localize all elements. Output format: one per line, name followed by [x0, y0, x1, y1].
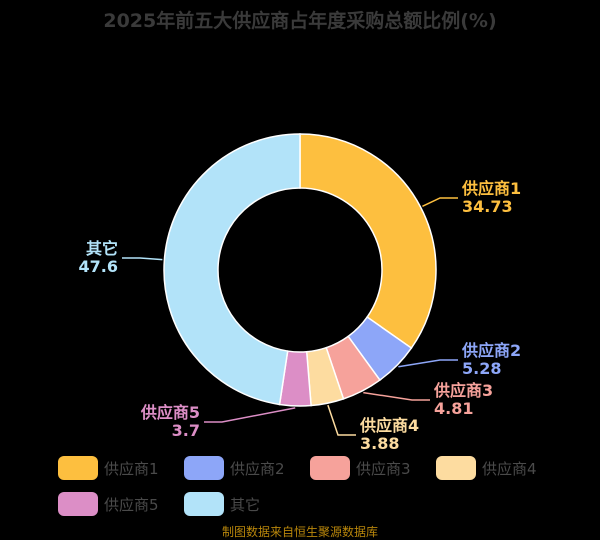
slice-label-供应商5: 供应商5 — [140, 403, 200, 422]
slice-value-供应商4: 3.88 — [360, 434, 399, 453]
slice-label-其它: 其它 — [86, 239, 118, 258]
legend-item-供应商1[interactable]: 供应商1 — [58, 456, 184, 480]
legend-label: 供应商4 — [482, 459, 537, 478]
slice-label-供应商2: 供应商2 — [461, 341, 521, 360]
legend: 供应商1 供应商2 供应商3 供应商4 供应商5 其它 — [58, 456, 578, 516]
slice-label-供应商1: 供应商1 — [461, 179, 521, 198]
slice-value-供应商1: 34.73 — [462, 197, 513, 216]
chart-title: 2025年前五大供应商占年度采购总额比例(%) — [103, 10, 497, 32]
legend-label: 供应商3 — [356, 459, 411, 478]
slice-value-供应商3: 4.81 — [434, 399, 473, 418]
legend-swatch — [436, 456, 476, 480]
legend-item-供应商3[interactable]: 供应商3 — [310, 456, 436, 480]
leader-line-供应商2 — [398, 359, 458, 368]
legend-label: 供应商5 — [104, 495, 159, 514]
legend-swatch — [58, 492, 98, 516]
leader-line-供应商5 — [204, 407, 296, 423]
legend-swatch — [58, 456, 98, 480]
leader-line-供应商1 — [422, 197, 458, 207]
legend-swatch — [184, 492, 224, 516]
slice-其它[interactable] — [163, 133, 301, 406]
leader-line-供应商4 — [327, 404, 356, 436]
legend-label: 其它 — [230, 495, 261, 514]
slice-label-供应商4: 供应商4 — [359, 416, 419, 435]
legend-swatch — [310, 456, 350, 480]
legend-label: 供应商1 — [104, 459, 159, 478]
legend-swatch — [184, 456, 224, 480]
legend-item-供应商4[interactable]: 供应商4 — [436, 456, 562, 480]
footer-source: 制图数据来自恒生聚源数据库 — [221, 525, 378, 539]
legend-item-其它[interactable]: 其它 — [184, 492, 310, 516]
legend-item-供应商5[interactable]: 供应商5 — [58, 492, 184, 516]
slice-value-供应商2: 5.28 — [462, 359, 501, 378]
slice-value-供应商5: 3.7 — [172, 421, 200, 440]
slice-value-其它: 47.6 — [79, 257, 118, 276]
legend-label: 供应商2 — [230, 459, 285, 478]
slice-供应商1[interactable] — [299, 133, 437, 350]
leader-line-供应商3 — [363, 391, 430, 401]
slice-label-供应商3: 供应商3 — [433, 381, 493, 400]
leader-line-其它 — [122, 257, 163, 261]
legend-item-供应商2[interactable]: 供应商2 — [184, 456, 310, 480]
